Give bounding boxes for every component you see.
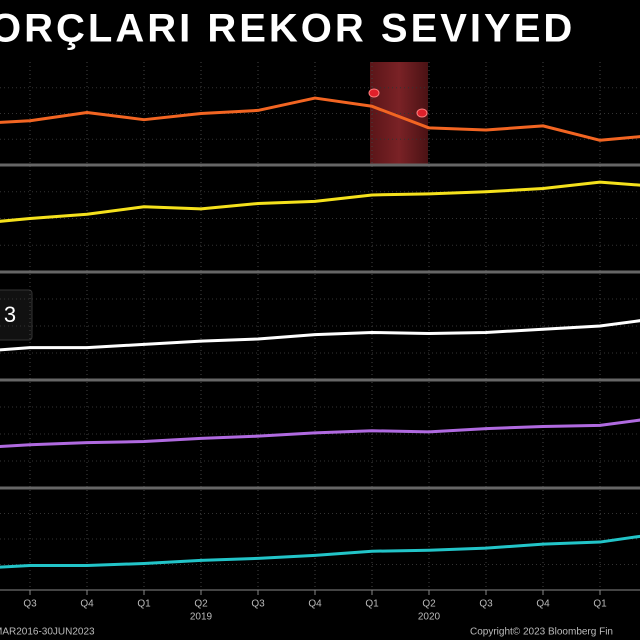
- year-label: 2019: [190, 612, 213, 623]
- x-tick-label: Q3: [251, 599, 265, 610]
- series-line: [0, 319, 640, 352]
- x-tick-label: Q4: [308, 599, 322, 610]
- copyright: Copyright© 2023 Bloomberg Fin: [470, 627, 613, 638]
- x-tick-label: Q2: [422, 599, 436, 610]
- chart-title: ORÇLARI REKOR SEVIYED: [0, 7, 575, 51]
- x-tick-label: Q3: [23, 599, 37, 610]
- x-tick-label: Q3: [479, 599, 493, 610]
- x-tick-label: Q1: [365, 599, 379, 610]
- x-tick-label: Q1: [137, 599, 151, 610]
- event-marker: [368, 88, 380, 98]
- annotation-box: [0, 289, 33, 341]
- event-marker: [416, 108, 428, 118]
- year-label: 2020: [418, 612, 441, 623]
- series-line: [0, 96, 640, 142]
- series-line: [0, 418, 640, 449]
- x-tick-label: Q1: [593, 599, 607, 610]
- x-tick-label: Q2: [194, 599, 208, 610]
- date-range: MAR2016-30JUN2023: [0, 627, 95, 638]
- series-line: [0, 534, 640, 569]
- series-line: [0, 180, 640, 223]
- x-tick-label: Q4: [536, 599, 550, 610]
- annotation: 3: [4, 302, 16, 327]
- x-tick-label: Q4: [80, 599, 94, 610]
